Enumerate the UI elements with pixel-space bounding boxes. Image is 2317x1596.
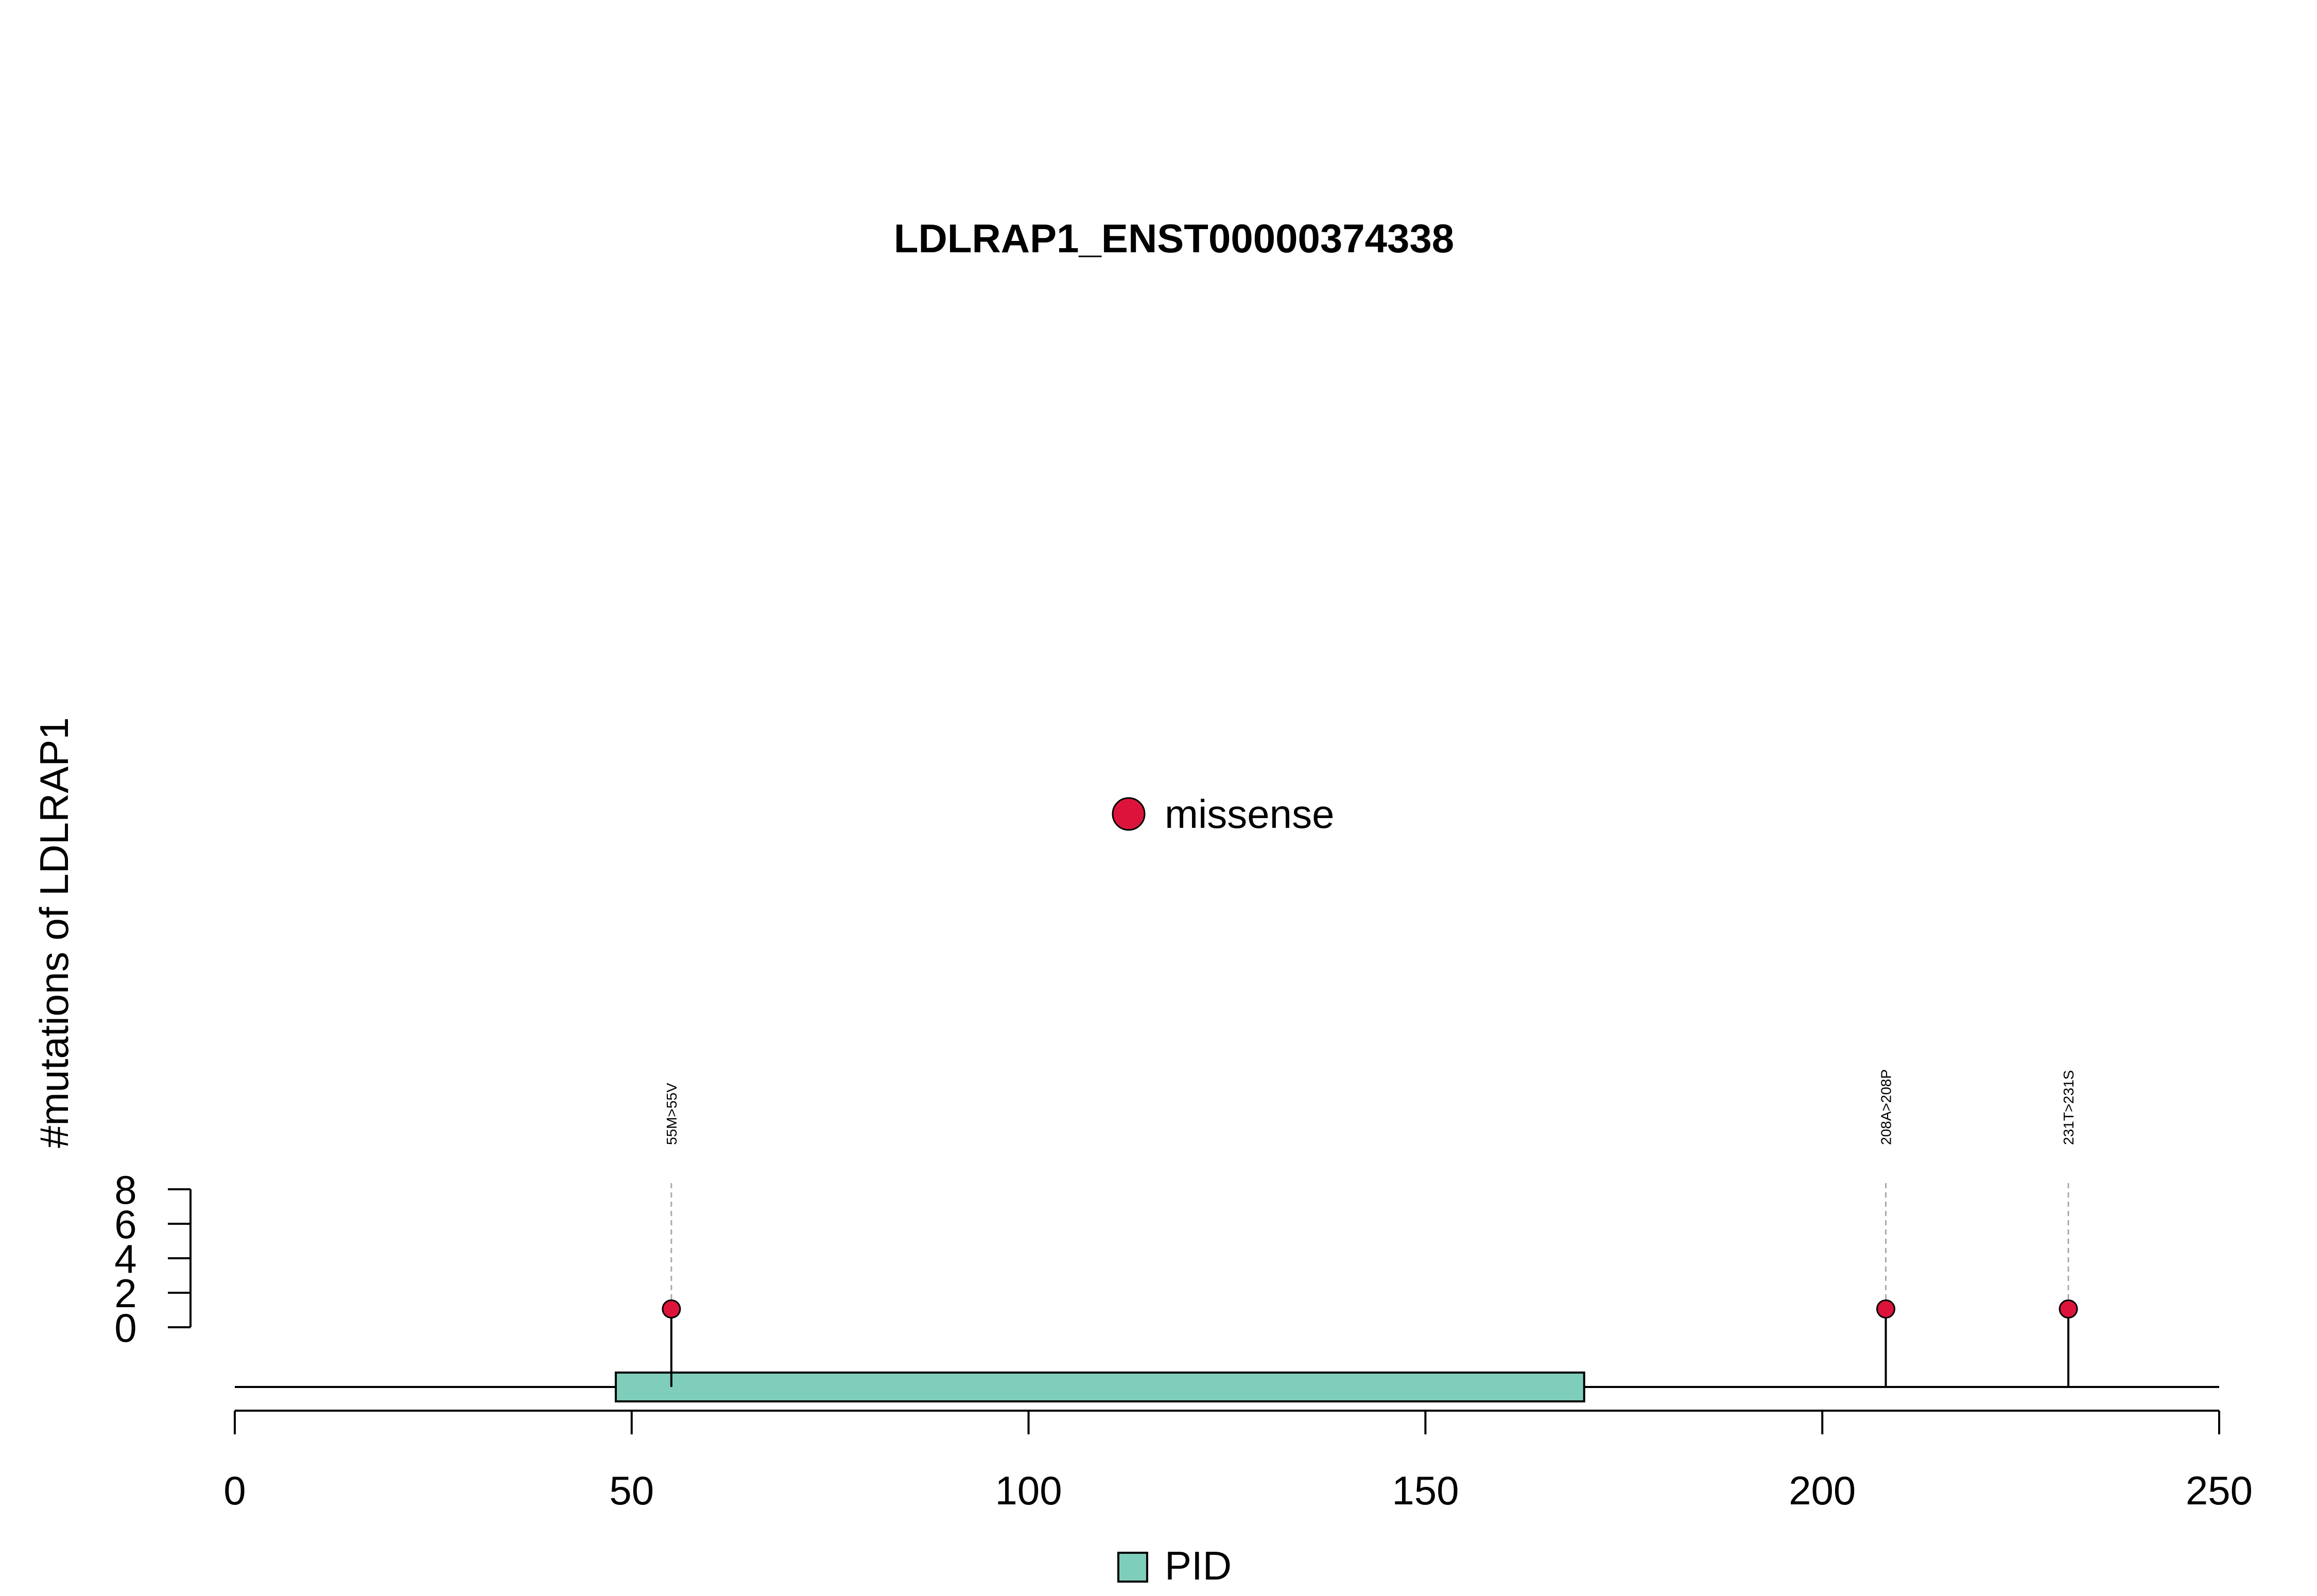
domain-pid bbox=[614, 1372, 1585, 1402]
pid-legend-swatch bbox=[1117, 1552, 1148, 1583]
chart-title: LDLRAP1_ENST00000374338 bbox=[894, 216, 1454, 261]
domain-layer bbox=[614, 1372, 1585, 1402]
x-tick-label: 150 bbox=[1392, 1468, 1459, 1513]
x-axis: 0 50 100 150 200 250 bbox=[223, 1410, 2253, 1513]
x-tick-label: 0 bbox=[223, 1468, 246, 1513]
pid-legend-label: PID bbox=[1165, 1543, 1232, 1588]
y-tick-label: 6 bbox=[114, 1202, 136, 1247]
mutation-label: 231T>231S bbox=[2061, 1070, 2077, 1145]
missense-legend-label: missense bbox=[1165, 791, 1334, 837]
x-tick-label: 50 bbox=[609, 1468, 654, 1513]
mutation-point bbox=[1876, 1299, 1896, 1319]
mutation-label: 55M>55V bbox=[664, 1083, 680, 1145]
missense-legend-marker bbox=[1112, 797, 1146, 831]
bottom-legend: PID bbox=[1117, 1543, 1232, 1588]
y-tick-label: 2 bbox=[114, 1271, 136, 1316]
mutation-point bbox=[662, 1299, 681, 1319]
y-tick-label: 4 bbox=[114, 1236, 136, 1281]
x-tick-label: 100 bbox=[995, 1468, 1062, 1513]
x-tick-label: 200 bbox=[1789, 1468, 1856, 1513]
mutation-point bbox=[2059, 1299, 2078, 1319]
x-tick-label: 250 bbox=[2186, 1468, 2253, 1513]
top-legend: missense bbox=[1112, 791, 1334, 837]
y-tick-label: 0 bbox=[114, 1305, 136, 1350]
y-tick-label: 8 bbox=[114, 1167, 136, 1212]
mutation-layer: 55M>55V 208A>208P 231T>231S bbox=[662, 1069, 2078, 1387]
y-axis-label: #mutations of LDLRAP1 bbox=[31, 717, 77, 1148]
mutation-label: 208A>208P bbox=[1878, 1069, 1894, 1145]
